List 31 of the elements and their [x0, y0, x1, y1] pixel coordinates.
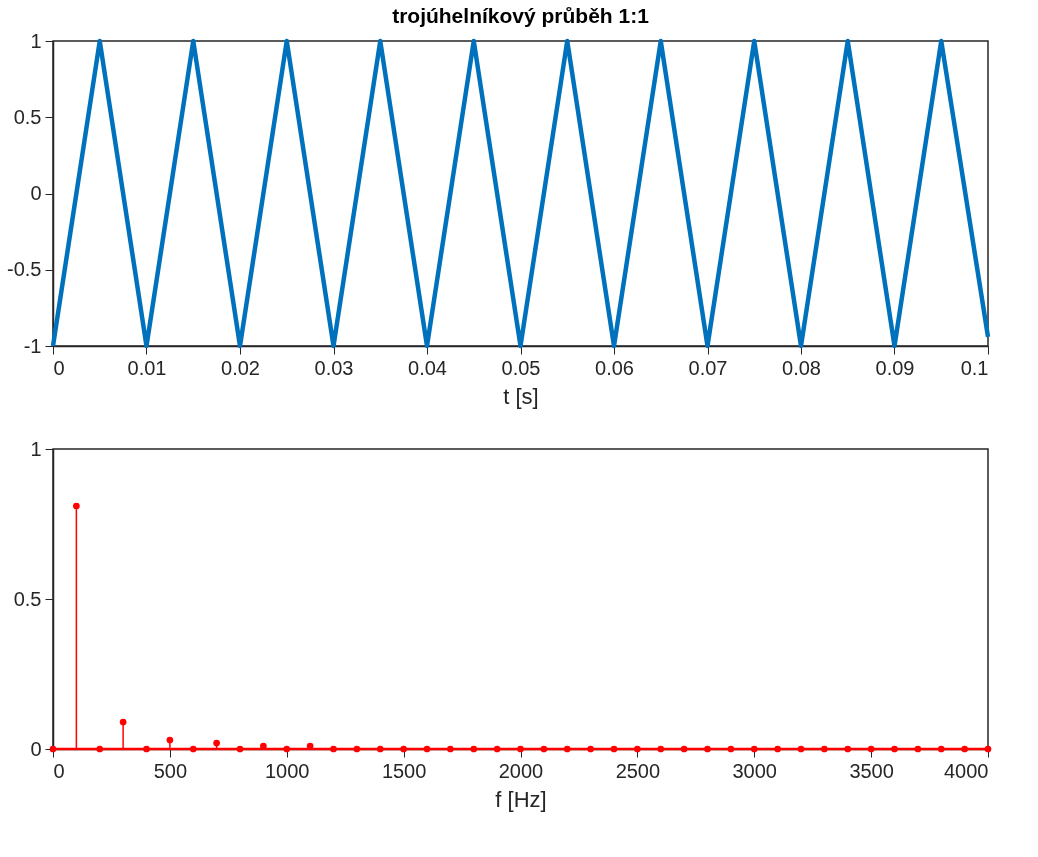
chart-title: trojúhelníkový průběh 1:1	[392, 4, 650, 27]
x-tick-label: 0.06	[595, 356, 634, 379]
x-tick-label: 0.08	[782, 356, 821, 379]
x-axis-title: f [Hz]	[495, 786, 547, 812]
y-tick-label: 1	[30, 29, 42, 52]
x-axis-title: t [s]	[503, 383, 539, 409]
x-tick-label: 1000	[265, 759, 310, 782]
x-tick-label: 0	[53, 356, 65, 379]
y-tick-label: 0.5	[13, 587, 42, 610]
x-tick-label: 0.01	[127, 356, 167, 379]
x-tick-label: 1500	[381, 759, 427, 782]
x-tick-label: 3000	[732, 759, 777, 782]
y-tick-label: 0	[30, 182, 42, 204]
x-tick-label: 0.09	[875, 356, 915, 379]
x-tick-label: 0.1	[960, 356, 989, 379]
x-tick-label: 0.05	[501, 356, 541, 379]
x-tick-label: 500	[153, 759, 188, 782]
y-tick-label: 0.5	[13, 105, 42, 128]
x-tick-label: 2000	[498, 759, 544, 782]
x-tick-label: 0	[53, 759, 65, 782]
y-tick-label: -1	[23, 334, 42, 357]
x-tick-label: 0.02	[221, 356, 260, 379]
x-tick-label: 3500	[849, 759, 894, 782]
x-tick-label: 0.04	[408, 356, 447, 379]
y-tick-label: -0.5	[7, 258, 42, 281]
y-tick-label: 0	[30, 737, 42, 760]
x-tick-label: 0.07	[688, 356, 728, 379]
y-tick-label: 1	[30, 437, 42, 460]
x-tick-label: 2500	[615, 759, 661, 782]
x-tick-label: 0.03	[314, 356, 354, 379]
x-tick-label: 4000	[944, 759, 989, 782]
